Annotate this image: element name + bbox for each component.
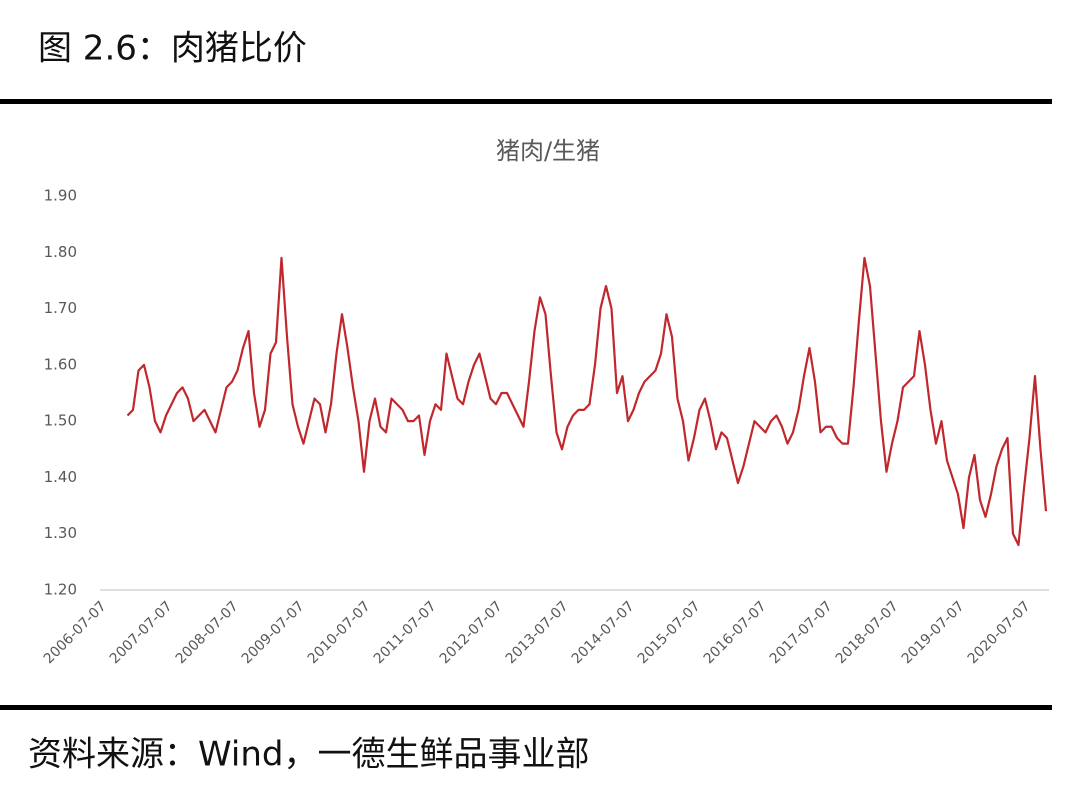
x-tick-label: 2007-07-07 [107, 598, 176, 667]
footer-rule [0, 705, 1052, 710]
x-tick-label: 2013-07-07 [503, 598, 572, 667]
x-tick-label: 2019-07-07 [899, 598, 968, 667]
x-tick-label: 2012-07-07 [437, 598, 506, 667]
x-tick-label: 2011-07-07 [371, 598, 440, 667]
y-tick-label: 1.60 [44, 355, 77, 373]
x-tick-label: 2006-07-07 [41, 598, 110, 667]
y-tick-label: 1.80 [44, 243, 77, 261]
x-tick-label: 2015-07-07 [635, 598, 704, 667]
y-tick-label: 1.90 [44, 187, 77, 205]
x-tick-label: 2016-07-07 [701, 598, 770, 667]
x-tick-label: 2014-07-07 [569, 598, 638, 667]
figure-title: 图 2.6：肉猪比价 [38, 29, 307, 69]
x-tick-label: 2010-07-07 [305, 598, 374, 667]
y-tick-label: 1.50 [44, 412, 77, 430]
chart-title: 猪肉/生猪 [496, 137, 600, 165]
data-line [126, 256, 1048, 547]
x-tick-label: 2020-07-07 [965, 598, 1034, 667]
y-tick-label: 1.20 [44, 581, 77, 599]
x-tick-label: 2017-07-07 [767, 598, 836, 667]
y-tick-label: 1.30 [44, 524, 77, 542]
x-tick-label: 2009-07-07 [239, 598, 308, 667]
x-tick-label: 2018-07-07 [833, 598, 902, 667]
source-note: 资料来源：Wind，一德生鲜品事业部 [28, 735, 589, 775]
header-rule [0, 99, 1052, 104]
x-tick-label: 2008-07-07 [173, 598, 242, 667]
y-tick-label: 1.70 [44, 299, 77, 317]
y-tick-label: 1.40 [44, 468, 77, 486]
